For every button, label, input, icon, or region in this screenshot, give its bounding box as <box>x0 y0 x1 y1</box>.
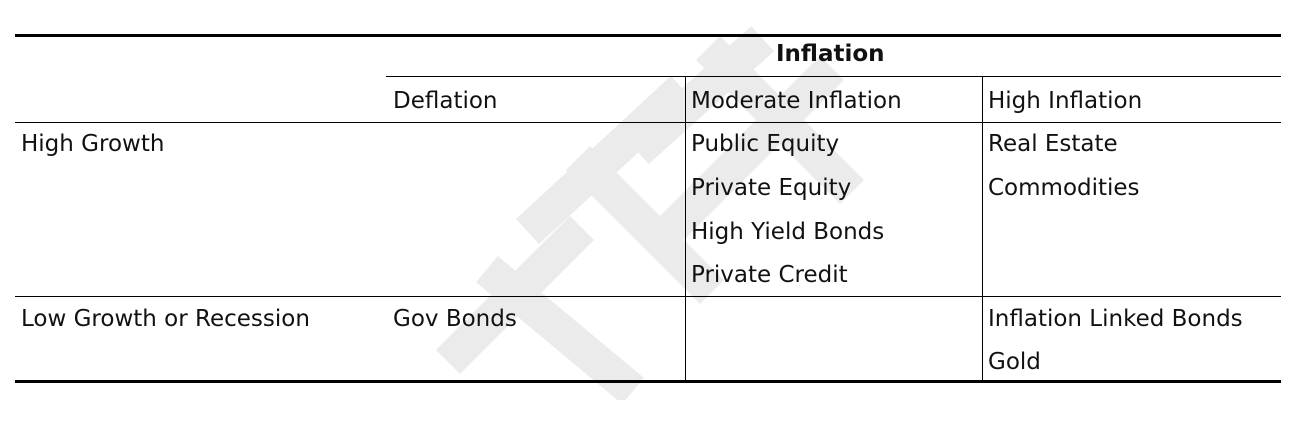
cell-real-estate: Real Estate <box>988 131 1118 157</box>
table-bottom-rule <box>15 380 1281 383</box>
column-divider-high <box>982 77 983 381</box>
cell-commodities: Commodities <box>988 175 1140 201</box>
group-header-rule <box>386 76 1281 77</box>
watermark <box>435 25 865 400</box>
cell-private-equity: Private Equity <box>691 175 852 201</box>
column-divider-moderate <box>685 77 686 381</box>
group-header-inflation: Inflation <box>776 41 885 67</box>
column-header-moderate-inflation: Moderate Inflation <box>691 88 902 114</box>
row-divider-rule <box>15 296 1281 297</box>
table-top-rule <box>15 34 1281 37</box>
row-label-low-growth: Low Growth or Recession <box>21 306 310 332</box>
cell-gov-bonds: Gov Bonds <box>393 306 517 332</box>
cell-gold: Gold <box>988 349 1041 375</box>
cell-inflation-linked-bonds: Inflation Linked Bonds <box>988 306 1243 332</box>
row-label-high-growth: High Growth <box>21 131 165 157</box>
cell-private-credit: Private Credit <box>691 262 848 288</box>
cell-public-equity: Public Equity <box>691 131 840 157</box>
column-header-deflation: Deflation <box>393 88 498 114</box>
column-header-rule <box>15 122 1281 123</box>
cell-high-yield-bonds: High Yield Bonds <box>691 219 885 245</box>
column-header-high-inflation: High Inflation <box>988 88 1143 114</box>
